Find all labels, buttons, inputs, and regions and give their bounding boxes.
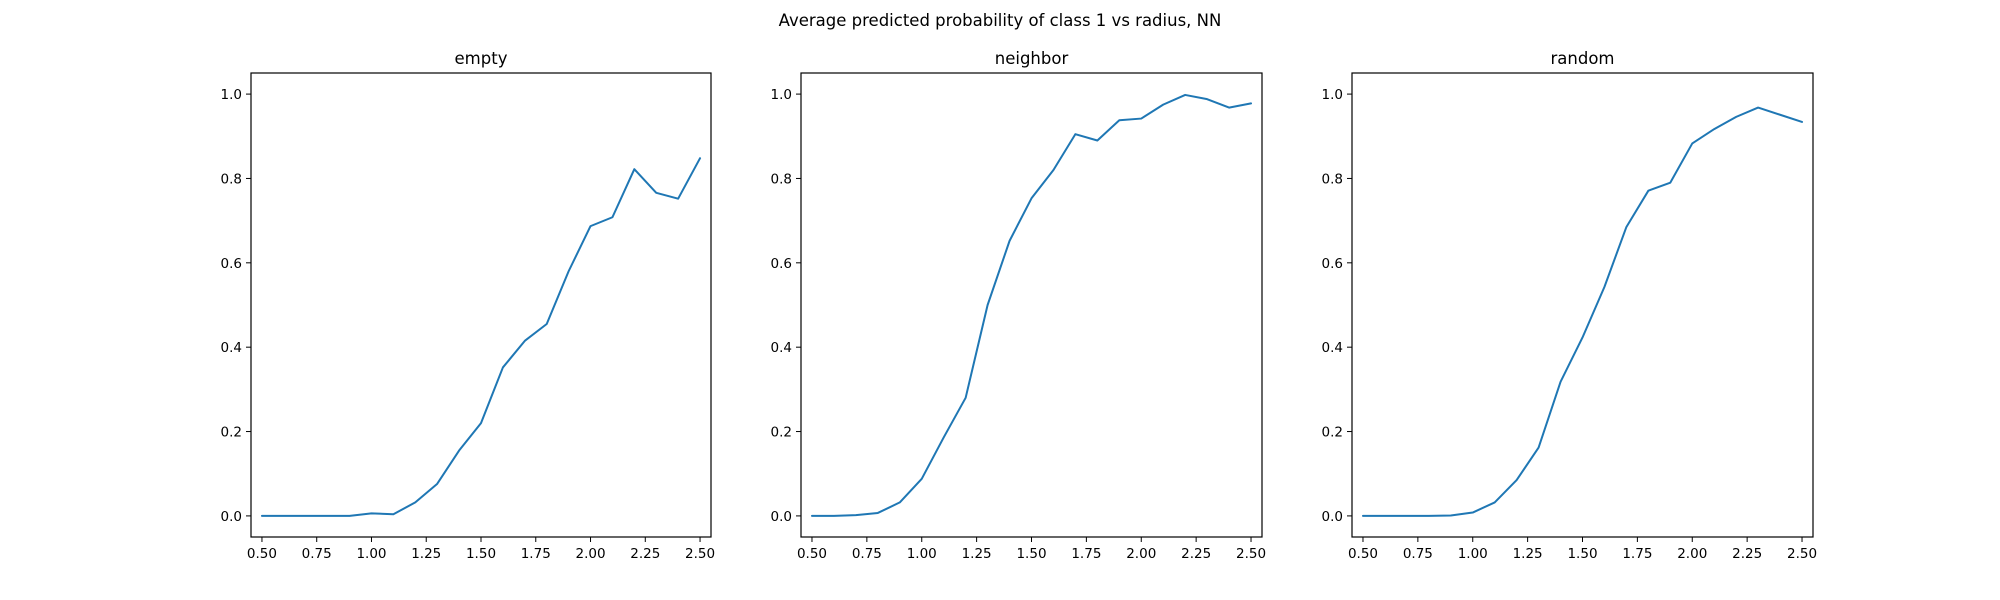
y-tick-label: 0.2	[771, 425, 792, 441]
y-tick-label: 0.0	[1322, 509, 1343, 525]
y-tick-label: 0.8	[1322, 171, 1343, 187]
x-tick-label: 1.00	[907, 546, 937, 562]
x-tick-label: 0.75	[302, 546, 332, 562]
x-tick-label: 2.50	[1236, 546, 1266, 562]
x-tick-label: 0.50	[247, 546, 277, 562]
series-line	[1361, 106, 1804, 517]
x-tick-label: 2.50	[685, 546, 715, 562]
y-tick-label: 0.0	[771, 509, 792, 525]
y-tick-label: 0.8	[771, 171, 792, 187]
subplot-title: random	[1551, 49, 1615, 68]
axes-frame	[1351, 72, 1814, 538]
subplot-title: empty	[455, 49, 508, 68]
x-tick-label: 1.25	[1513, 546, 1543, 562]
subplot-title: neighbor	[995, 49, 1069, 68]
x-tick-label: 1.00	[1458, 546, 1488, 562]
y-tick-label: 0.6	[1322, 256, 1343, 272]
series-line	[810, 93, 1253, 517]
axes-frame	[800, 72, 1263, 538]
y-tick-label: 0.8	[221, 171, 242, 187]
y-tick-label: 0.6	[221, 256, 242, 272]
y-tick-label: 1.0	[771, 87, 792, 103]
x-tick-label: 2.00	[1126, 546, 1156, 562]
y-tick-label: 1.0	[221, 87, 242, 103]
figure-title: Average predicted probability of class 1…	[779, 11, 1222, 30]
subplot-neighbor: neighbor 0.50 0.75 1.00 1.25 1.50 1.75 2.00 2.25…	[771, 49, 1267, 562]
subplots: empty 0.50 0.75 1.00 1.25 1.50 1.75 2.00 2.25 2.5…	[221, 49, 1818, 562]
x-tick-label: 2.25	[630, 546, 660, 562]
y-tick-label: 0.4	[771, 340, 792, 356]
x-tick-label: 2.25	[1181, 546, 1211, 562]
x-tick-label: 1.75	[521, 546, 551, 562]
x-tick-label: 2.00	[575, 546, 605, 562]
x-tick-label: 2.25	[1732, 546, 1762, 562]
x-tick-label: 1.50	[1567, 546, 1597, 562]
y-tick-label: 0.0	[221, 509, 242, 525]
y-tick-label: 0.2	[221, 425, 242, 441]
x-tick-label: 1.75	[1071, 546, 1101, 562]
x-tick-label: 1.25	[962, 546, 992, 562]
x-tick-label: 0.75	[1403, 546, 1433, 562]
subplot-empty: empty 0.50 0.75 1.00 1.25 1.50 1.75 2.00 2.25 2.5…	[221, 49, 716, 562]
subplot-random: random 0.50 0.75 1.00 1.25 1.50 1.75 2.00 2.25 2.…	[1322, 49, 1818, 562]
series-line	[260, 157, 702, 517]
x-tick-label: 0.75	[852, 546, 882, 562]
x-tick-label: 1.50	[1016, 546, 1046, 562]
x-tick-label: 1.25	[411, 546, 441, 562]
y-tick-label: 0.2	[1322, 425, 1343, 441]
x-tick-label: 0.50	[797, 546, 827, 562]
y-tick-label: 0.4	[1322, 340, 1343, 356]
x-tick-label: 1.50	[466, 546, 496, 562]
y-tick-label: 0.4	[221, 340, 242, 356]
x-tick-label: 1.75	[1622, 546, 1652, 562]
x-tick-label: 2.00	[1677, 546, 1707, 562]
x-tick-label: 0.50	[1348, 546, 1378, 562]
x-tick-label: 1.00	[356, 546, 386, 562]
x-tick-label: 2.50	[1787, 546, 1817, 562]
axes-frame	[250, 72, 712, 538]
y-tick-label: 1.0	[1322, 87, 1343, 103]
y-tick-label: 0.6	[771, 256, 792, 272]
